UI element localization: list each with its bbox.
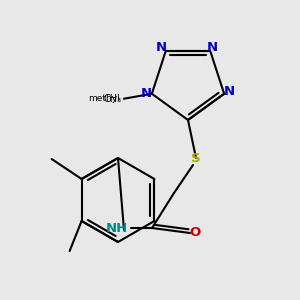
Text: N: N [140, 87, 152, 100]
Text: NH: NH [106, 221, 128, 235]
Text: O: O [189, 226, 201, 239]
Text: S: S [191, 152, 201, 164]
Text: methyl: methyl [88, 94, 120, 103]
Text: N: N [207, 41, 218, 54]
Text: CH₃: CH₃ [104, 94, 122, 104]
Text: N: N [156, 41, 167, 54]
Text: N: N [224, 85, 235, 98]
